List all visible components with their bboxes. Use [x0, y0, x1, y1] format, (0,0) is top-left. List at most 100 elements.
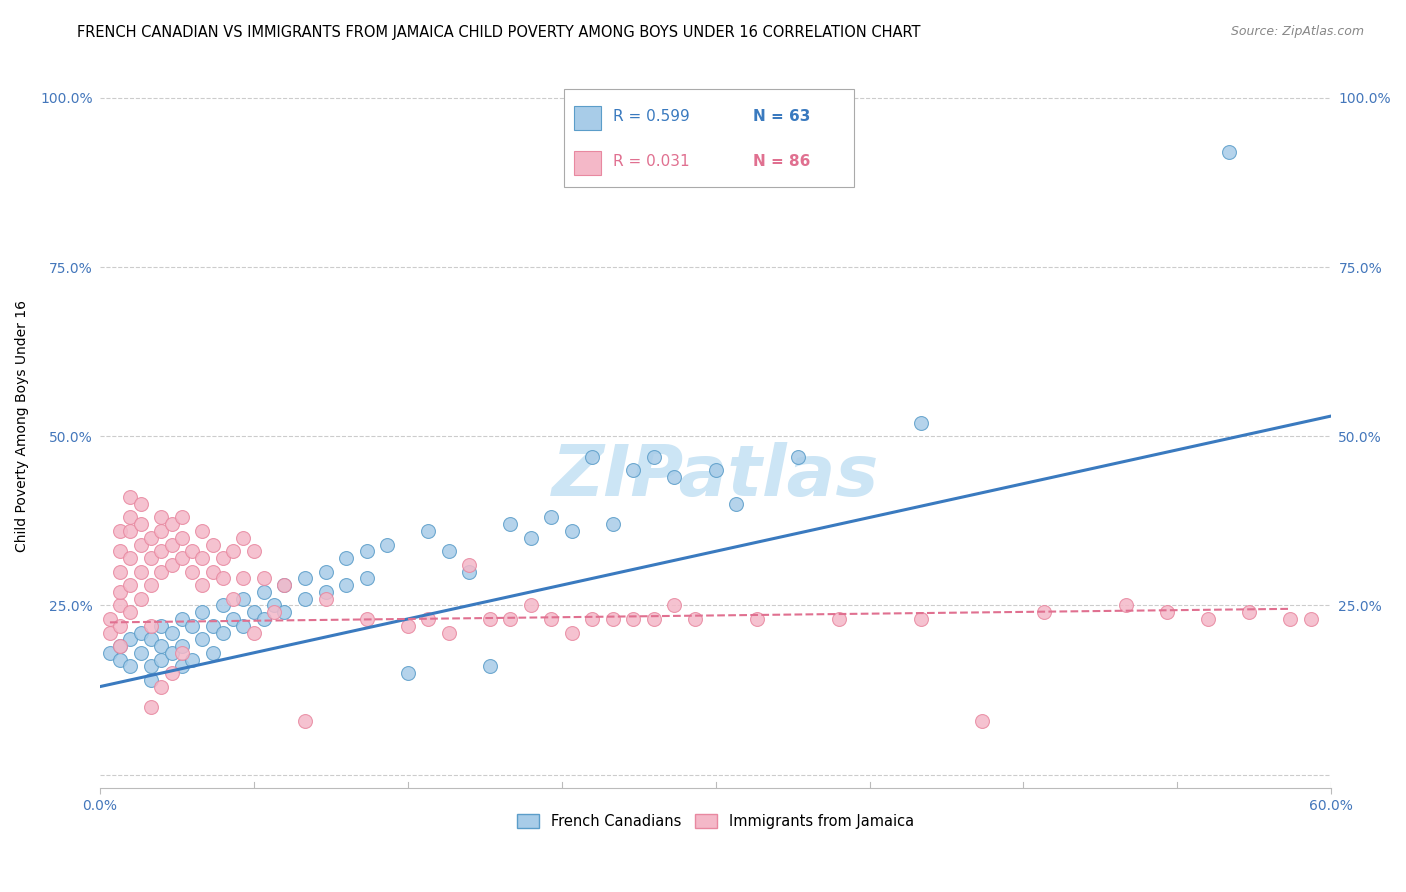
Point — [150, 639, 173, 653]
Point — [181, 565, 204, 579]
Point — [160, 517, 183, 532]
Point — [683, 612, 706, 626]
Point — [828, 612, 851, 626]
Point — [273, 605, 295, 619]
Point — [191, 524, 214, 538]
Point — [315, 565, 337, 579]
Point — [263, 599, 285, 613]
Text: FRENCH CANADIAN VS IMMIGRANTS FROM JAMAICA CHILD POVERTY AMONG BOYS UNDER 16 COR: FRENCH CANADIAN VS IMMIGRANTS FROM JAMAI… — [77, 25, 921, 40]
Point — [129, 537, 152, 551]
Point — [160, 666, 183, 681]
Point — [499, 612, 522, 626]
Point — [108, 639, 131, 653]
Point — [108, 565, 131, 579]
Legend: French Canadians, Immigrants from Jamaica: French Canadians, Immigrants from Jamaic… — [512, 808, 920, 835]
Point — [129, 591, 152, 606]
Point — [1033, 605, 1056, 619]
Point — [108, 652, 131, 666]
Y-axis label: Child Poverty Among Boys Under 16: Child Poverty Among Boys Under 16 — [15, 300, 30, 552]
Point — [581, 612, 603, 626]
Point — [273, 578, 295, 592]
Point — [191, 551, 214, 566]
Point — [458, 558, 481, 572]
Point — [212, 571, 235, 585]
Point — [315, 591, 337, 606]
Point — [201, 537, 224, 551]
Point — [356, 544, 378, 558]
Point — [170, 646, 193, 660]
Point — [520, 531, 543, 545]
Point — [129, 497, 152, 511]
Point — [561, 625, 583, 640]
Point — [664, 599, 686, 613]
Point — [242, 625, 264, 640]
Point — [581, 450, 603, 464]
Point — [253, 612, 276, 626]
Point — [458, 565, 481, 579]
Point — [1239, 605, 1261, 619]
Point — [160, 537, 183, 551]
Point — [98, 646, 121, 660]
Point — [150, 524, 173, 538]
Point — [437, 625, 460, 640]
Point — [150, 510, 173, 524]
Bar — [574, 151, 600, 175]
Point — [222, 591, 245, 606]
Point — [418, 524, 440, 538]
Point — [181, 652, 204, 666]
Point — [150, 565, 173, 579]
Point — [170, 510, 193, 524]
Point — [201, 646, 224, 660]
Text: Source: ZipAtlas.com: Source: ZipAtlas.com — [1230, 25, 1364, 38]
Point — [170, 551, 193, 566]
Point — [150, 619, 173, 633]
Point — [437, 544, 460, 558]
Point — [129, 646, 152, 660]
Point — [232, 619, 254, 633]
Point — [910, 612, 932, 626]
Point — [120, 510, 142, 524]
Point — [120, 551, 142, 566]
Text: N = 63: N = 63 — [752, 110, 810, 124]
Text: ZIPatlas: ZIPatlas — [553, 442, 879, 511]
Point — [972, 714, 994, 728]
Point — [139, 531, 162, 545]
Point — [232, 571, 254, 585]
Text: R = 0.031: R = 0.031 — [613, 154, 690, 169]
Point — [129, 625, 152, 640]
Point — [418, 612, 440, 626]
Point — [201, 565, 224, 579]
Point — [120, 490, 142, 504]
Point — [120, 578, 142, 592]
Point — [108, 544, 131, 558]
Point — [786, 450, 808, 464]
Point — [170, 659, 193, 673]
Point — [222, 612, 245, 626]
Point — [335, 578, 357, 592]
Point — [396, 666, 419, 681]
Point — [253, 571, 276, 585]
Point — [602, 517, 624, 532]
Point — [181, 544, 204, 558]
Point — [1156, 605, 1178, 619]
Point — [396, 619, 419, 633]
Point — [478, 612, 501, 626]
Point — [98, 625, 121, 640]
Point — [108, 619, 131, 633]
Point — [478, 659, 501, 673]
Point — [745, 612, 768, 626]
Point — [540, 510, 562, 524]
Point — [191, 605, 214, 619]
Point — [191, 632, 214, 647]
Point — [120, 524, 142, 538]
Point — [232, 531, 254, 545]
Point — [108, 639, 131, 653]
Point — [294, 591, 316, 606]
Point — [356, 571, 378, 585]
Point — [170, 531, 193, 545]
Point — [725, 497, 748, 511]
Point — [242, 544, 264, 558]
Point — [212, 599, 235, 613]
Point — [602, 612, 624, 626]
Point — [1218, 145, 1240, 159]
